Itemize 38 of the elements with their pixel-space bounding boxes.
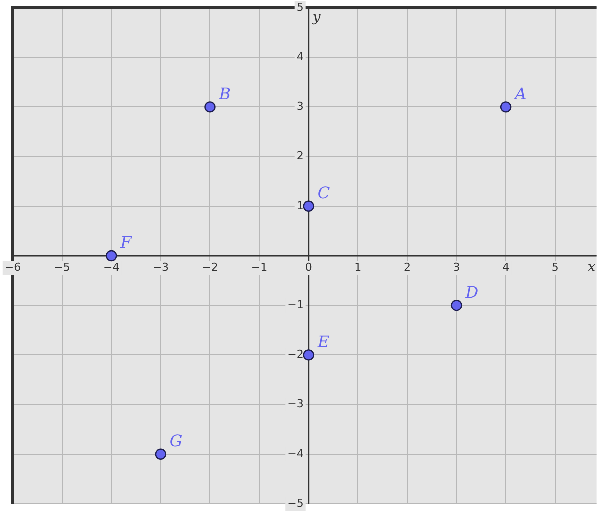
y-tick-label: −1 bbox=[288, 298, 304, 312]
x-tick-label: −2 bbox=[202, 260, 218, 274]
annotation: G bbox=[170, 432, 183, 451]
point bbox=[303, 350, 314, 361]
annotation: F bbox=[120, 233, 133, 252]
annotation: C bbox=[318, 184, 330, 203]
annotation: B bbox=[218, 84, 232, 104]
point bbox=[106, 250, 118, 262]
y-tick-label: −4 bbox=[288, 447, 304, 460]
x-tick-label: 1 bbox=[354, 260, 362, 274]
x-tick-label: −6 bbox=[4, 260, 22, 274]
x-tick-label: −4 bbox=[104, 260, 120, 274]
x-tick-label: 2 bbox=[404, 260, 411, 274]
point bbox=[155, 448, 167, 460]
y-tick-label: 3 bbox=[296, 100, 304, 114]
x-tick-label: 0 bbox=[305, 260, 312, 274]
y-tick-label: 1 bbox=[296, 199, 304, 212]
point bbox=[451, 300, 462, 312]
x-tick-label: 4 bbox=[502, 260, 510, 274]
y-axis-title: y bbox=[312, 10, 322, 26]
x-tick-label: −1 bbox=[251, 260, 268, 274]
x-axis-title: x bbox=[588, 260, 596, 276]
y-tick-label: 4 bbox=[296, 50, 304, 64]
point bbox=[500, 102, 512, 113]
y-tick-label: −5 bbox=[288, 496, 304, 510]
y-tick-label: 2 bbox=[296, 150, 304, 163]
y-tick-label: −3 bbox=[288, 398, 304, 411]
x-tick-label: −3 bbox=[152, 260, 170, 274]
x-tick-label: −5 bbox=[54, 260, 70, 274]
x-tick-label: 3 bbox=[453, 260, 460, 274]
y-tick-label: 5 bbox=[296, 0, 304, 14]
annotation: E bbox=[316, 332, 330, 352]
annotation: D bbox=[464, 282, 479, 302]
point bbox=[303, 200, 314, 212]
annotation: A bbox=[513, 84, 527, 104]
x-tick-label: 5 bbox=[552, 260, 559, 274]
point bbox=[204, 102, 216, 113]
y-tick-label: −2 bbox=[288, 348, 304, 362]
